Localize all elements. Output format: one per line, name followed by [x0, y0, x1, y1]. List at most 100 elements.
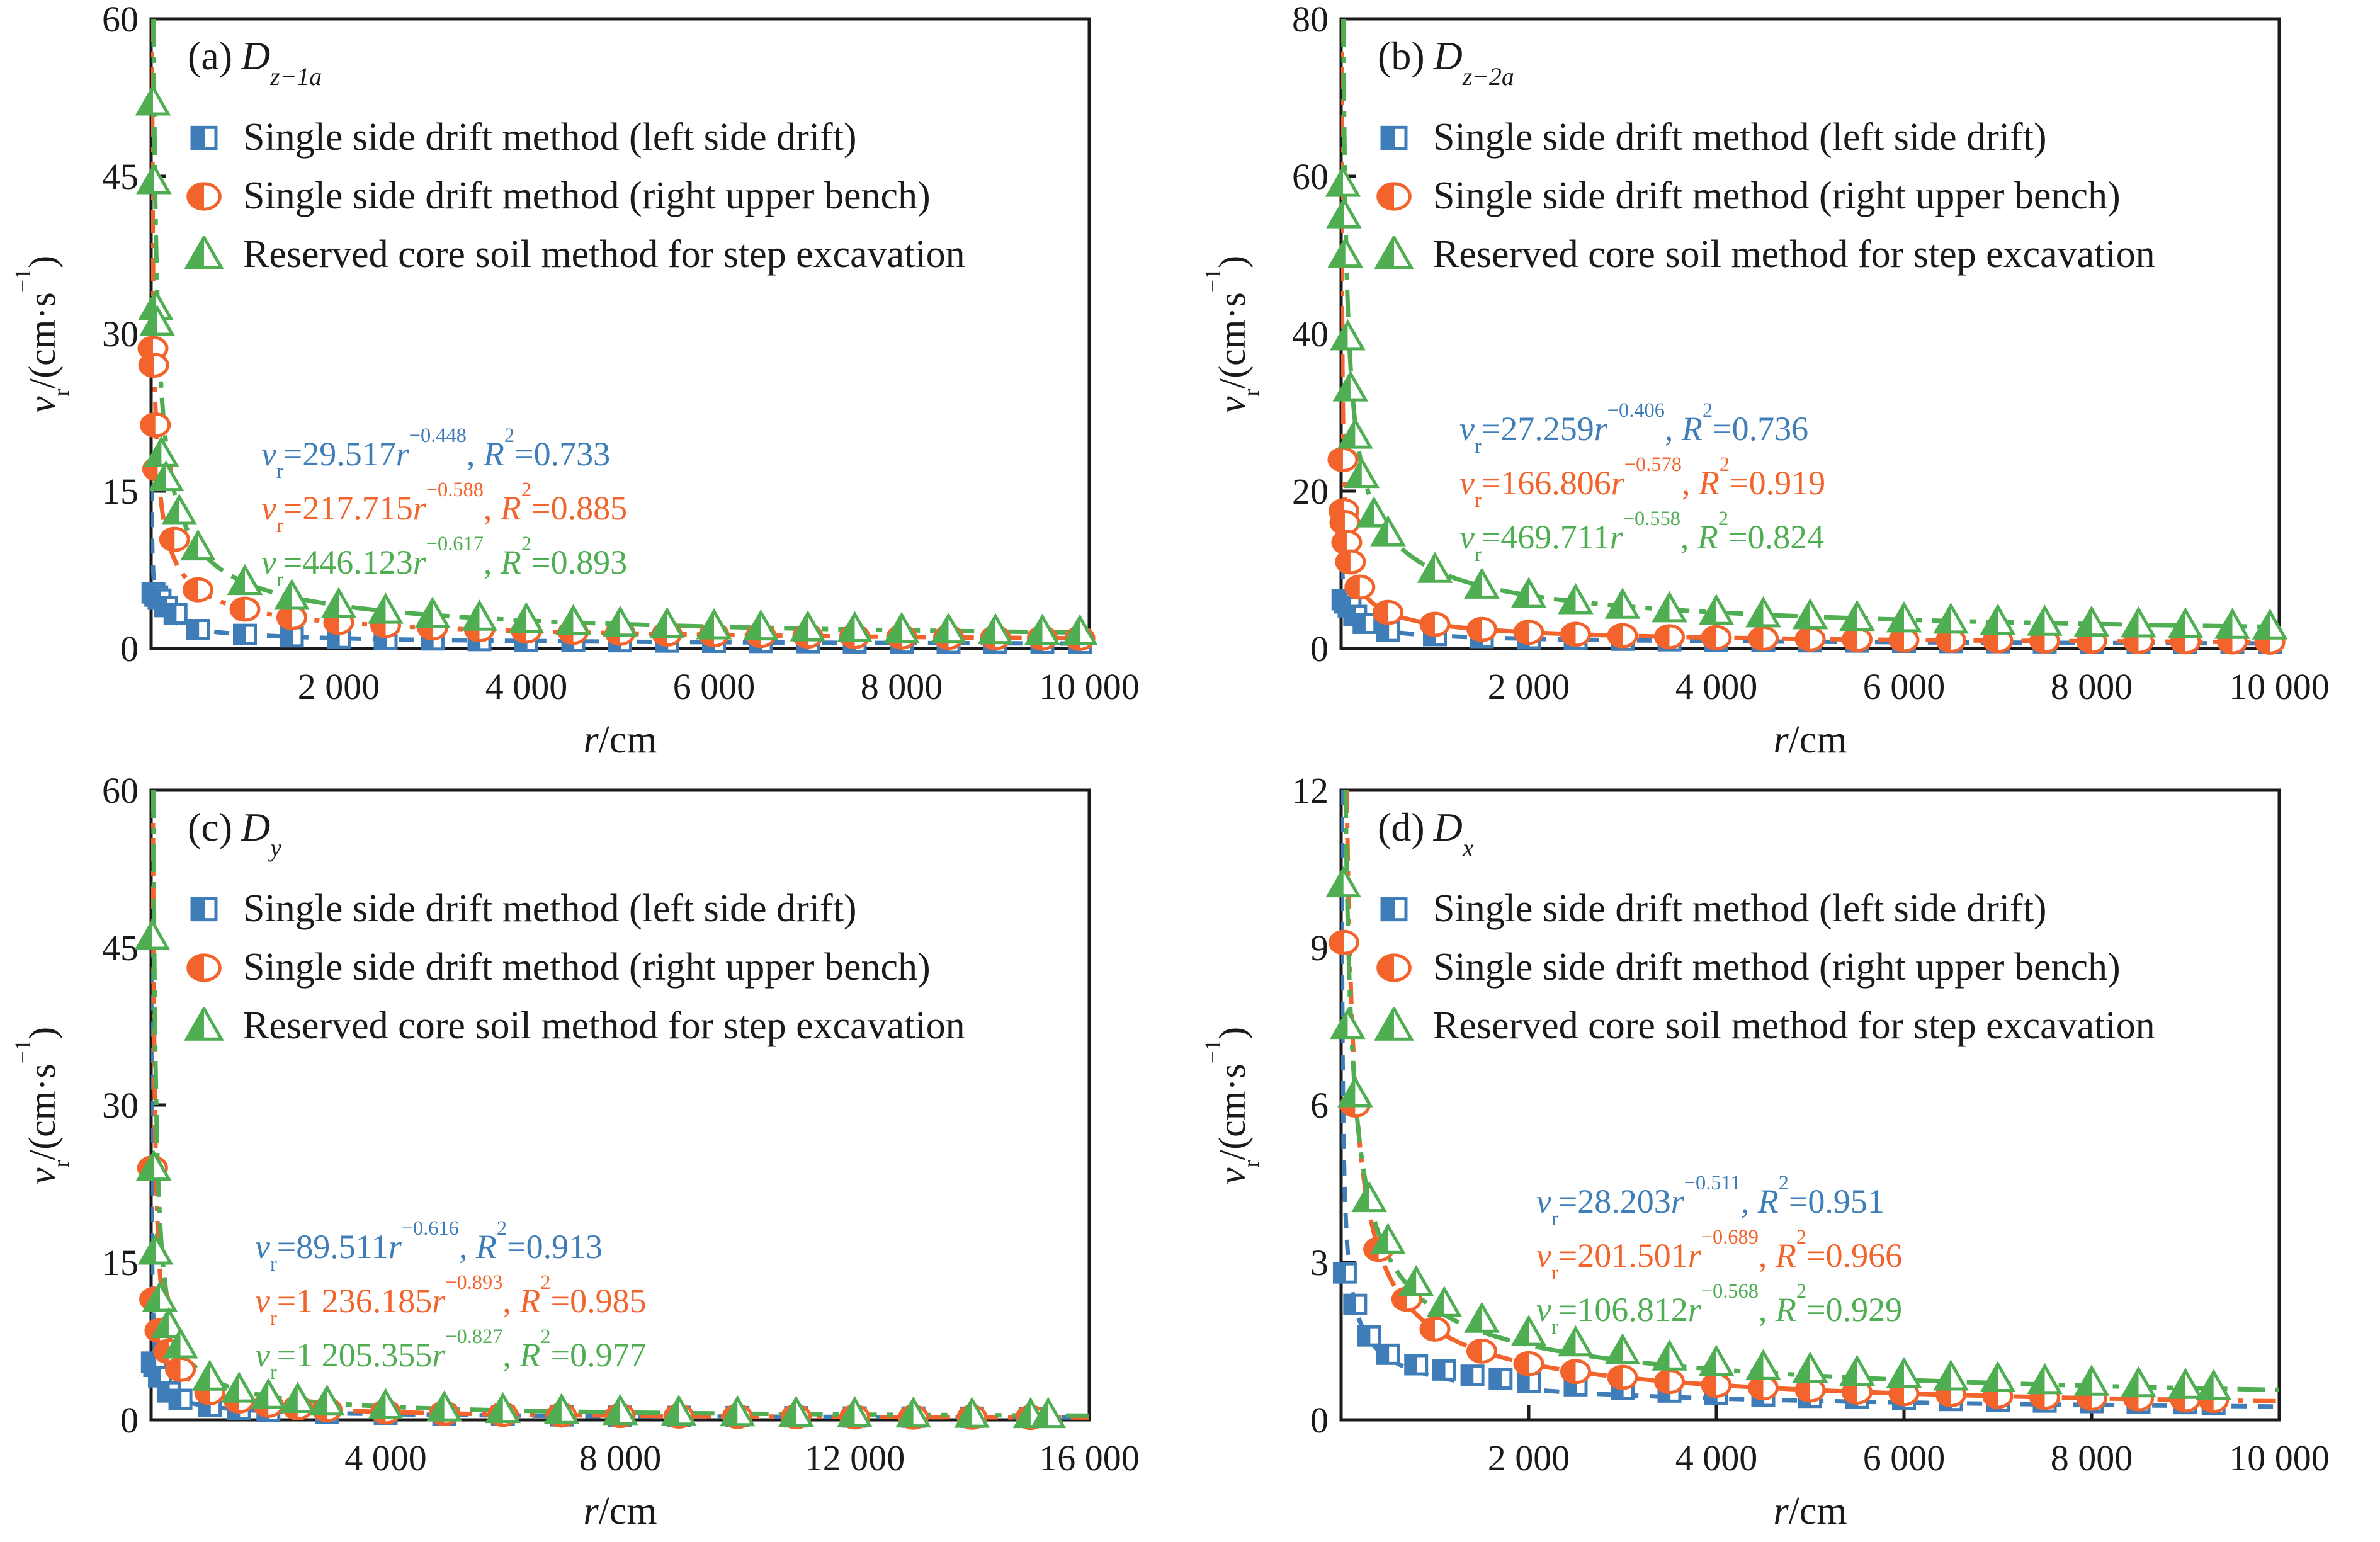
marker-triangle — [150, 1307, 187, 1339]
plot-canvas-a: 2 000 4 000 6 000 8 000 10 000 0 15 30 45 60 — [102, 0, 1140, 707]
marker-circle — [159, 526, 190, 552]
marker-triangle — [1464, 1301, 1500, 1333]
legend-triangle-half-icon — [184, 1007, 224, 1041]
marker-triangle — [309, 1384, 345, 1416]
marker-triangle — [1839, 599, 1875, 632]
panel-title: (b) Dz−2a — [1378, 33, 1514, 89]
marker-triangle — [649, 607, 685, 638]
marker-triangle — [180, 529, 216, 561]
legend: Single side drift method (left side drif… — [1371, 880, 2155, 1055]
marker-triangle — [508, 602, 545, 633]
quantity-subscript: z−2a — [1462, 62, 1514, 91]
marker-triangle — [2167, 607, 2204, 638]
fit-equation: vr=201.501r−0.689, R2=0.966 — [1536, 1226, 1903, 1284]
y-tick-label: 80 — [1292, 0, 1329, 40]
panel-label: (a) — [188, 33, 233, 78]
y-axis-label: vr/(cm·s−1) — [1200, 1026, 1264, 1185]
marker-triangle — [134, 918, 171, 950]
marker-triangle — [161, 493, 198, 525]
legend-triangle-half-icon — [184, 235, 224, 269]
legend-label: Single side drift method (left side drif… — [1433, 116, 2047, 159]
marker-circle — [1419, 1316, 1451, 1342]
legend-label: Reserved core soil method for step excav… — [1433, 233, 2155, 276]
marker-circle — [1513, 1351, 1544, 1376]
fit-equation: vr=106.812r−0.568, R2=0.929 — [1536, 1280, 1903, 1339]
x-tick-label: 6 000 — [1863, 1437, 1946, 1478]
marker-triangle — [280, 1381, 316, 1413]
fit-curve-green — [1341, 19, 2279, 630]
panel-label: (b) — [1378, 33, 1425, 78]
marker-circle — [1607, 623, 1638, 649]
marker-triangle — [2027, 1363, 2063, 1395]
plot-canvas-b: 2 000 4 000 6 000 8 000 10 000 0 20 40 60 80 — [1292, 0, 2330, 707]
legend-label: Single side drift method (left side drif… — [243, 887, 857, 930]
marker-circle — [1560, 621, 1591, 647]
series-triangle — [1325, 166, 2288, 640]
quantity-symbol: D — [1433, 33, 1463, 78]
marker-circle — [1654, 1369, 1685, 1395]
marker-square — [190, 125, 218, 150]
marker-square — [1332, 1262, 1357, 1284]
marker-triangle — [462, 599, 497, 631]
marker-triangle — [184, 1007, 224, 1041]
marker-circle — [1794, 1377, 1826, 1403]
marker-square — [1432, 1359, 1456, 1381]
marker-triangle — [414, 596, 451, 628]
marker-triangle — [1839, 1354, 1875, 1386]
fit-equation: vr=166.806r−0.578, R2=0.919 — [1459, 453, 1826, 512]
marker-triangle — [485, 1392, 521, 1424]
marker-circle — [1466, 1338, 1497, 1364]
legend-item: Single side drift method (left side drif… — [1371, 108, 2155, 167]
marker-circle — [1842, 626, 1873, 652]
legend-circle-half-icon — [186, 181, 222, 211]
x-axis-label: r/cm — [1773, 718, 1847, 761]
marker-triangle — [368, 592, 404, 624]
x-tick-label: 4 000 — [1675, 1437, 1758, 1478]
x-tick-label: 4 000 — [344, 1437, 427, 1478]
marker-triangle — [543, 1393, 580, 1424]
panel-b: 2 000 4 000 6 000 8 000 10 000 0 20 40 60 80 (b) D… — [1190, 0, 2380, 771]
marker-circle — [1327, 447, 1359, 472]
legend-label: Reserved core soil method for step excav… — [243, 233, 965, 276]
fit-equations: vr=89.511r−0.616, R2=0.913 vr=1 236.185r… — [255, 1217, 647, 1383]
marker-triangle — [1558, 582, 1594, 615]
panel-d: 2 000 4 000 6 000 8 000 10 000 0 3 6 9 12 (d) Dx S… — [1190, 771, 2380, 1542]
fit-curve-green — [1343, 790, 2279, 1392]
marker-square — [233, 623, 257, 645]
y-tick-label: 20 — [1292, 471, 1329, 512]
marker-square — [186, 619, 210, 640]
marker-triangle — [2167, 1368, 2204, 1399]
x-axis-label: r/cm — [1773, 1490, 1847, 1533]
marker-triangle — [1510, 1315, 1547, 1346]
legend-item: Single side drift method (right upper be… — [181, 167, 965, 225]
legend-item: Single side drift method (left side drif… — [1371, 880, 2155, 938]
marker-triangle — [1374, 1007, 1414, 1041]
marker-triangle — [148, 460, 184, 492]
panel-c: 4 000 8 000 12 000 16 000 0 15 30 45 60 (c) Dy Si… — [0, 771, 1190, 1542]
marker-triangle — [1745, 596, 1781, 628]
legend-item: Reserved core soil method for step excav… — [181, 997, 965, 1055]
marker-triangle — [1337, 1075, 1373, 1108]
marker-circle — [1748, 1375, 1779, 1401]
legend-triangle-half-icon — [1374, 1007, 1414, 1041]
marker-triangle — [1558, 1325, 1594, 1357]
x-tick-label: 10 000 — [1039, 666, 1140, 707]
y-axis-label: vr/(cm·s−1) — [1200, 255, 1264, 414]
marker-square — [1460, 1364, 1485, 1386]
series-triangle — [1325, 866, 2232, 1400]
marker-circle — [1560, 1359, 1591, 1385]
fit-equation: vr=1 236.185r−0.893, R2=0.985 — [255, 1271, 647, 1330]
fit-equation: vr=89.511r−0.616, R2=0.913 — [255, 1217, 603, 1276]
x-tick-label: 12 000 — [805, 1437, 905, 1478]
y-tick-label: 30 — [102, 314, 139, 354]
marker-circle — [186, 953, 222, 982]
marker-triangle — [1426, 1286, 1463, 1317]
marker-circle — [1513, 620, 1544, 645]
marker-triangle — [144, 436, 179, 467]
marker-triangle — [696, 608, 732, 640]
marker-square — [1352, 613, 1377, 634]
marker-circle — [1466, 616, 1497, 642]
marker-square — [168, 1388, 193, 1410]
marker-triangle — [250, 1378, 286, 1409]
legend-item: Reserved core soil method for step excav… — [181, 225, 965, 284]
